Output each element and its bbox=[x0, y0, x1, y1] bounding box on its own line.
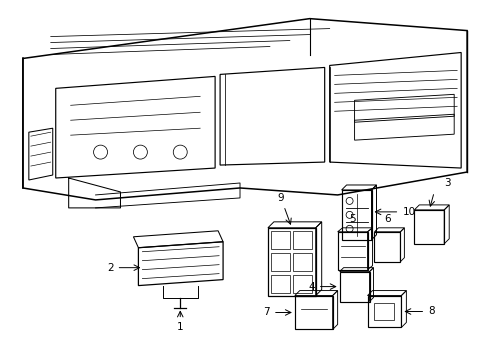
Text: 7: 7 bbox=[263, 307, 269, 318]
Text: 6: 6 bbox=[384, 214, 390, 224]
Text: 3: 3 bbox=[443, 178, 450, 188]
Text: 5: 5 bbox=[348, 214, 355, 224]
Text: 4: 4 bbox=[307, 282, 314, 292]
Text: 1: 1 bbox=[177, 323, 183, 332]
Text: 8: 8 bbox=[427, 306, 434, 316]
Text: 2: 2 bbox=[107, 263, 113, 273]
Text: 9: 9 bbox=[277, 193, 284, 203]
Text: 10: 10 bbox=[402, 207, 415, 217]
